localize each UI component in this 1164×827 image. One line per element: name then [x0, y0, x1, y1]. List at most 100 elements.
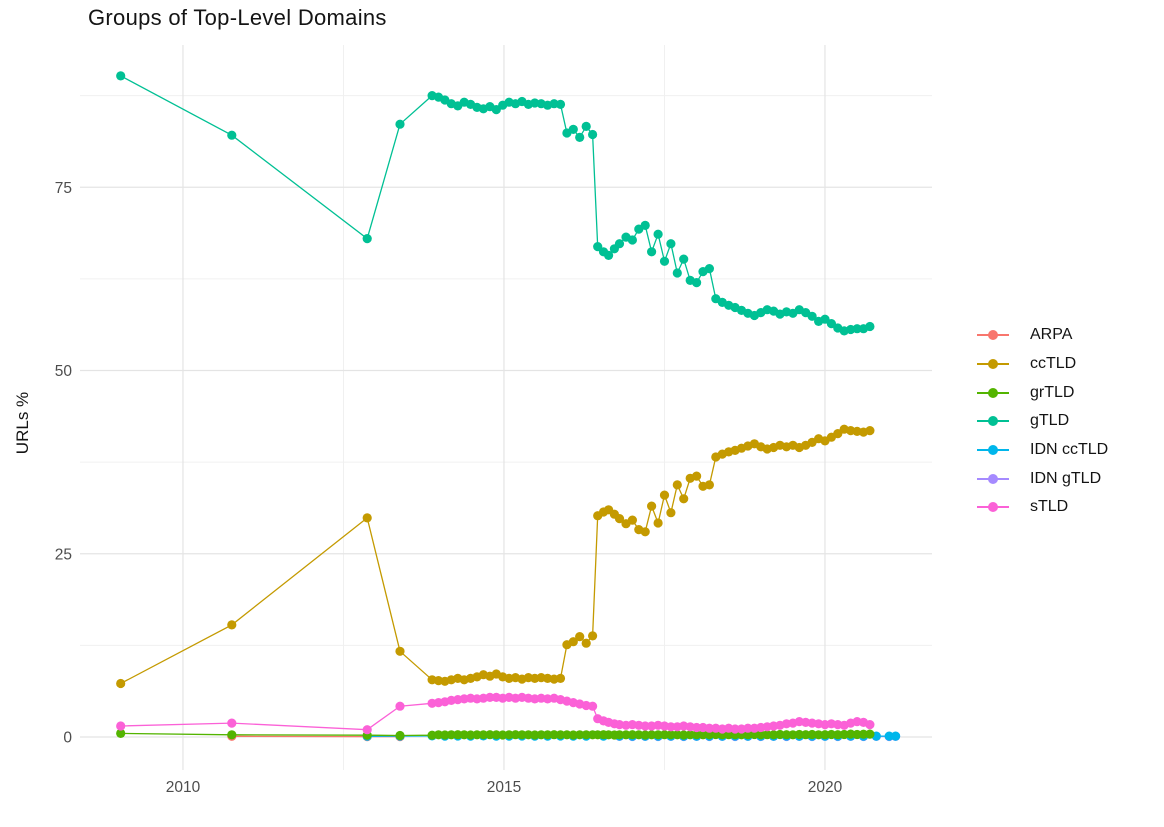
legend-key-icon	[977, 359, 1009, 370]
series-point-gtld	[581, 121, 591, 131]
series-point-gtld	[575, 132, 585, 142]
series-point-gtld	[820, 314, 830, 324]
series-point-gtld	[666, 239, 676, 249]
legend-item-gtld: gTLD	[976, 407, 1108, 436]
series-point-stld	[704, 723, 715, 733]
series-point-grtld	[839, 729, 849, 740]
series-point-grtld	[510, 730, 521, 740]
series-point-gtld	[826, 319, 837, 329]
series-point-cctld	[679, 494, 689, 504]
series-point-grtld	[653, 730, 663, 740]
series-point-grtld	[466, 730, 476, 740]
series-point-grtld	[549, 730, 559, 740]
legend-key-icon	[977, 445, 1009, 456]
legend-label: ARPA	[1030, 326, 1073, 344]
legend-item-grtld: grTLD	[976, 378, 1108, 407]
series-point-grtld	[621, 730, 631, 740]
series-point-grtld	[820, 730, 830, 740]
legend-item-idn-cctld: IDN ccTLD	[976, 436, 1108, 465]
legend-item-cctld: ccTLD	[976, 350, 1108, 379]
series-point-grtld	[440, 730, 450, 740]
series-point-cctld	[865, 426, 875, 436]
legend-key-icon	[977, 502, 1009, 513]
series-point-cctld	[692, 471, 702, 481]
y-tick-label: 75	[55, 180, 72, 197]
series-point-cctld	[666, 508, 676, 518]
series-point-gtld	[227, 130, 237, 140]
series-point-grtld	[634, 730, 644, 740]
series-point-grtld	[530, 730, 540, 740]
series-point-grtld	[807, 729, 817, 740]
series-point-stld	[666, 722, 676, 732]
series-point-gtld	[588, 129, 598, 140]
series-point-gtld	[852, 324, 862, 334]
series-point-cctld	[581, 638, 591, 648]
series-point-grtld	[568, 730, 578, 740]
series-point-grtld	[781, 730, 792, 740]
series-point-grtld	[536, 730, 546, 740]
series-point-gtld	[614, 239, 625, 249]
legend-item-stld: sTLD	[976, 493, 1108, 522]
series-point-grtld	[858, 729, 869, 739]
series-point-grtld	[666, 730, 676, 740]
series-point-grtld	[775, 729, 785, 740]
legend-label: grTLD	[1030, 383, 1075, 401]
series-point-grtld	[433, 730, 444, 740]
series-point-grtld	[523, 730, 534, 740]
series-point-grtld	[614, 730, 625, 740]
legend-label: ccTLD	[1030, 355, 1077, 373]
y-tick-label: 50	[55, 363, 73, 380]
series-point-stld	[395, 701, 405, 711]
series-line-gtld	[120, 75, 871, 332]
series-point-grtld	[814, 730, 824, 740]
series-point-stld	[485, 692, 495, 703]
series-point-grtld	[472, 730, 482, 740]
series-point-gtld	[362, 234, 372, 244]
series-point-cctld	[395, 646, 405, 656]
series-point-gtld	[555, 99, 566, 109]
series-point-gtld	[640, 220, 650, 230]
series-point-gtld	[865, 321, 875, 332]
series-point-cctld	[647, 501, 657, 511]
series-point-gtld	[807, 311, 817, 321]
series-point-cctld	[568, 637, 578, 647]
series-point-stld	[865, 720, 875, 730]
y-tick-label: 0	[63, 730, 72, 747]
series-point-grtld	[446, 730, 456, 740]
legend-label: IDN gTLD	[1030, 469, 1102, 487]
series-point-gtld	[704, 264, 715, 274]
series-point-gtld	[692, 278, 702, 288]
series-point-gtld	[647, 247, 657, 257]
series-point-grtld	[698, 730, 708, 740]
series-point-grtld	[801, 730, 811, 740]
series-point-grtld	[794, 729, 804, 740]
series-point-grtld	[562, 730, 572, 740]
series-point-grtld	[756, 730, 766, 740]
series-point-cctld	[659, 490, 670, 500]
series-point-cctld	[640, 527, 650, 537]
series-point-cctld	[227, 620, 237, 630]
series-point-idn-cctld	[884, 731, 894, 741]
series-point-grtld	[692, 730, 702, 740]
x-tick-label: 2015	[487, 779, 521, 796]
series-point-grtld	[227, 730, 237, 740]
series-point-grtld	[478, 730, 488, 740]
series-point-cctld	[672, 480, 682, 490]
series-point-stld	[640, 721, 650, 731]
series-point-idn-cctld	[891, 731, 901, 741]
legend-item-idn-gtld: IDN gTLD	[976, 464, 1108, 493]
series-point-grtld	[491, 730, 501, 740]
series-point-stld	[730, 724, 740, 734]
series-point-gtld	[116, 71, 126, 81]
series-point-gtld	[568, 124, 578, 134]
series-point-cctld	[614, 514, 625, 524]
series-point-grtld	[679, 730, 689, 740]
legend-key-icon	[977, 387, 1009, 398]
legend-label: IDN ccTLD	[1030, 441, 1109, 459]
x-tick-label: 2020	[808, 779, 843, 796]
series-point-stld	[588, 701, 598, 711]
series-point-grtld	[555, 730, 566, 740]
series-point-grtld	[485, 730, 495, 740]
series-point-grtld	[724, 730, 734, 740]
series-point-grtld	[762, 730, 772, 740]
